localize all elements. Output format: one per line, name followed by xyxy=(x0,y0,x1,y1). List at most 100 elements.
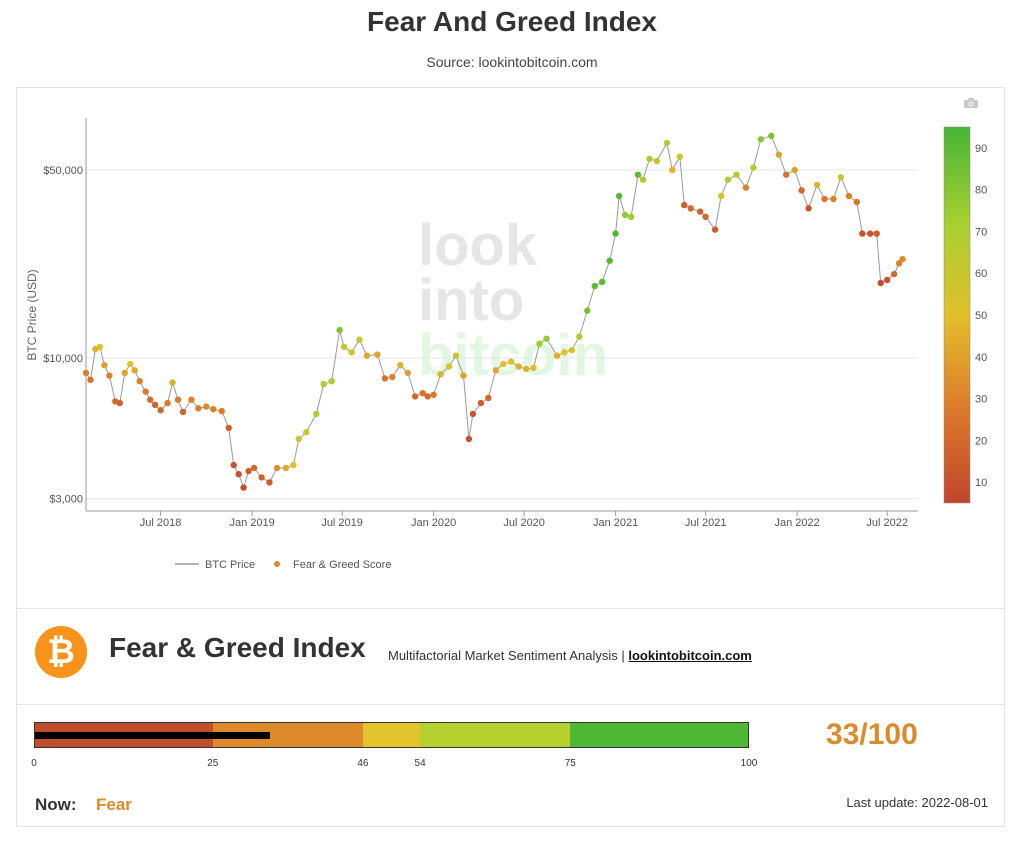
fear-greed-point xyxy=(142,388,149,395)
fear-greed-point xyxy=(663,139,671,147)
fear-greed-point xyxy=(136,378,143,385)
fear-greed-point xyxy=(750,164,757,171)
fear-greed-point xyxy=(116,399,124,407)
gauge-tick-label: 46 xyxy=(357,758,369,769)
fear-greed-point xyxy=(553,352,561,359)
page-subtitle: Source: lookintobitcoin.com xyxy=(426,54,598,70)
fear-greed-point xyxy=(121,369,128,377)
fear-greed-point xyxy=(687,205,694,212)
fear-greed-point xyxy=(599,278,606,285)
fear-greed-point xyxy=(775,151,782,158)
fear-greed-point xyxy=(634,171,642,178)
fear-greed-point xyxy=(561,349,568,356)
fear-greed-point xyxy=(127,360,134,368)
fear-greed-point xyxy=(621,211,629,219)
fear-greed-point xyxy=(303,429,310,436)
fear-greed-point xyxy=(374,351,381,358)
fear-greed-point xyxy=(791,166,798,174)
colorbar xyxy=(943,126,971,504)
fear-greed-point xyxy=(681,201,688,209)
fear-greed-point xyxy=(612,230,619,237)
fear-greed-point xyxy=(768,132,775,139)
fear-greed-point xyxy=(508,358,515,365)
camera-icon[interactable] xyxy=(964,98,978,108)
fear-greed-point xyxy=(783,171,790,178)
fear-greed-point xyxy=(757,136,764,143)
fear-greed-point xyxy=(877,279,884,287)
fear-greed-point xyxy=(485,394,492,402)
fear-greed-point xyxy=(336,326,343,334)
fear-greed-point xyxy=(203,403,210,410)
y-tick-label: $10,000 xyxy=(43,353,83,365)
gauge-tick-label: 25 xyxy=(207,758,219,769)
y-tick-label: $50,000 xyxy=(43,165,83,177)
fear-greed-point xyxy=(798,187,805,194)
fear-greed-point xyxy=(530,364,537,371)
gauge-needle xyxy=(35,732,270,739)
fear-greed-point xyxy=(230,461,237,469)
fear-greed-point xyxy=(195,405,202,412)
fear-greed-point xyxy=(174,396,182,403)
bitcoin-logo-icon: ₿ xyxy=(35,626,87,678)
fear-greed-point xyxy=(452,352,460,359)
fear-greed-point xyxy=(356,336,363,343)
fear-greed-point xyxy=(157,407,164,414)
fear-greed-point xyxy=(404,369,411,377)
fear-greed-point xyxy=(477,399,485,407)
fear-greed-point xyxy=(669,166,676,174)
colorbar-ticks: 10 20 30 40 50 60 70 80 90 xyxy=(975,143,987,489)
watermark: look into bitcoin xyxy=(418,213,608,388)
lookintobitcoin-link[interactable]: lookintobitcoin.com xyxy=(628,648,752,663)
fear-greed-point xyxy=(258,474,265,481)
x-tick-label: Jan 2020 xyxy=(411,517,456,529)
fear-greed-point xyxy=(96,343,104,351)
y-tick-label: $3,000 xyxy=(49,494,83,506)
fear-greed-point xyxy=(899,256,906,263)
legend-fear-greed-score[interactable]: Fear & Greed Score xyxy=(293,559,391,571)
index-subtitle: Multifactorial Market Sentiment Analysis… xyxy=(388,648,752,663)
fear-greed-point xyxy=(711,226,719,233)
last-update: Last update: 2022-08-01 xyxy=(846,795,988,810)
fear-greed-point xyxy=(282,464,290,472)
legend[interactable]: BTC Price Fear & Greed Score xyxy=(175,559,391,571)
fear-greed-point xyxy=(437,371,444,378)
fear-greed-point xyxy=(469,410,477,418)
fear-greed-point xyxy=(742,184,750,191)
fear-greed-point xyxy=(87,376,94,383)
fear-greed-point xyxy=(653,157,661,165)
fear-greed-point xyxy=(676,153,683,160)
fear-greed-chart: look into bitcoin $3,000 $10,000 $50,000 J… xyxy=(25,118,987,571)
index-subtitle-text: Multifactorial Market Sentiment Analysis… xyxy=(388,648,625,663)
fear-greed-point xyxy=(235,471,242,478)
y-axis-label: BTC Price (USD) xyxy=(25,269,39,360)
fear-greed-point xyxy=(890,270,898,278)
chart-grid xyxy=(86,169,918,500)
fear-greed-point xyxy=(131,367,138,374)
fear-greed-point xyxy=(445,363,453,370)
fear-greed-point xyxy=(867,230,874,237)
fear-greed-point xyxy=(615,192,623,200)
fear-greed-point xyxy=(151,401,159,408)
fear-greed-points xyxy=(82,132,906,491)
fear-greed-point xyxy=(821,195,828,203)
fear-greed-point xyxy=(250,464,258,472)
fear-greed-point xyxy=(397,362,404,369)
colorbar-tick-label: 40 xyxy=(975,352,987,364)
fear-greed-point xyxy=(313,410,320,418)
fear-greed-point xyxy=(320,380,327,388)
fear-greed-point xyxy=(639,176,647,183)
fear-greed-point xyxy=(363,352,371,359)
fear-greed-point xyxy=(290,461,297,469)
fear-greed-point xyxy=(805,205,812,212)
colorbar-tick-label: 30 xyxy=(975,394,987,406)
x-tick-label: Jul 2020 xyxy=(503,517,545,529)
legend-btc-price[interactable]: BTC Price xyxy=(205,559,255,571)
fear-greed-point xyxy=(106,372,113,379)
gauge-tick-label: 0 xyxy=(31,758,37,769)
fear-greed-point xyxy=(813,181,821,189)
fear-greed-point xyxy=(853,198,860,206)
fear-greed-point xyxy=(859,230,866,237)
fear-greed-point xyxy=(295,435,302,443)
colorbar-tick-label: 10 xyxy=(975,477,987,489)
gauge-tick-label: 100 xyxy=(740,758,758,769)
